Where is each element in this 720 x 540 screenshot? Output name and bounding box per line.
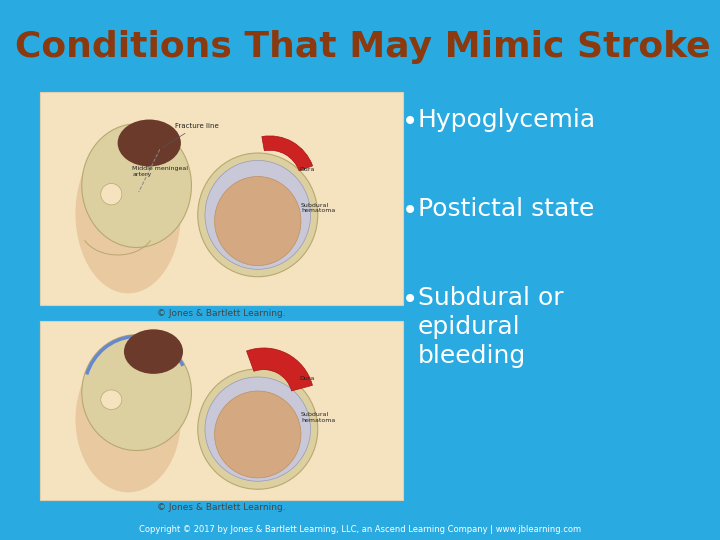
Text: •: • bbox=[402, 108, 418, 136]
Wedge shape bbox=[246, 348, 312, 391]
Ellipse shape bbox=[124, 329, 183, 374]
Ellipse shape bbox=[101, 390, 122, 409]
Text: •: • bbox=[402, 286, 418, 314]
Text: Subdural or
epidural
bleeding: Subdural or epidural bleeding bbox=[418, 286, 564, 368]
Ellipse shape bbox=[205, 377, 310, 481]
Text: Fracture line: Fracture line bbox=[162, 123, 218, 148]
Text: © Jones & Bartlett Learning.: © Jones & Bartlett Learning. bbox=[157, 503, 286, 512]
Ellipse shape bbox=[198, 369, 318, 489]
Text: Middle meningeal
artery: Middle meningeal artery bbox=[132, 166, 189, 177]
Ellipse shape bbox=[215, 391, 301, 478]
Text: Copyright © 2017 by Jones & Bartlett Learning, LLC, an Ascend Learning Company |: Copyright © 2017 by Jones & Bartlett Lea… bbox=[139, 525, 581, 534]
Ellipse shape bbox=[117, 119, 181, 166]
Text: Dura: Dura bbox=[300, 167, 315, 172]
Ellipse shape bbox=[76, 133, 181, 293]
Text: Subdural
hematoma: Subdural hematoma bbox=[301, 202, 336, 213]
Text: © Jones & Bartlett Learning.: © Jones & Bartlett Learning. bbox=[157, 309, 286, 318]
Text: Postictal state: Postictal state bbox=[418, 197, 595, 221]
Text: Hypoglycemia: Hypoglycemia bbox=[418, 108, 596, 132]
Text: •: • bbox=[402, 197, 418, 225]
Ellipse shape bbox=[101, 184, 122, 205]
Wedge shape bbox=[262, 136, 312, 171]
Text: Dura: Dura bbox=[300, 376, 315, 381]
Ellipse shape bbox=[82, 124, 192, 247]
Ellipse shape bbox=[82, 335, 192, 450]
Ellipse shape bbox=[205, 160, 310, 269]
Text: Conditions That May Mimic Stroke: Conditions That May Mimic Stroke bbox=[15, 30, 711, 64]
Bar bbox=[40, 321, 403, 500]
Bar bbox=[40, 92, 403, 305]
Text: Subdural
hematoma: Subdural hematoma bbox=[301, 411, 336, 422]
Ellipse shape bbox=[198, 153, 318, 276]
Ellipse shape bbox=[215, 177, 301, 266]
Ellipse shape bbox=[76, 346, 181, 492]
